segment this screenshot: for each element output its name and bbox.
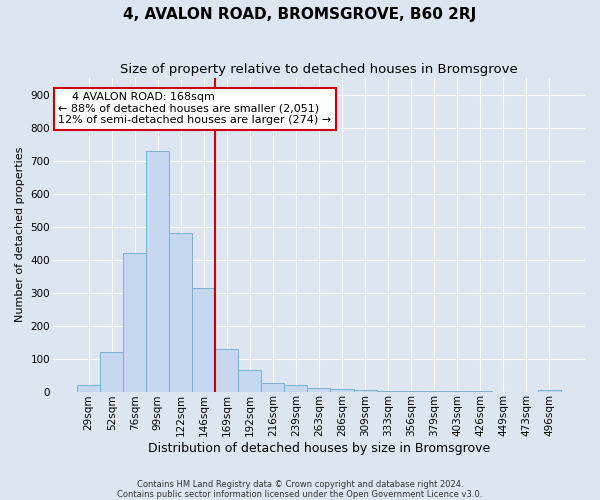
Bar [146,150,169,392]
Text: 4 AVALON ROAD: 168sqm
← 88% of detached houses are smaller (2,051)
12% of semi-d: 4 AVALON ROAD: 168sqm ← 88% of detached … [58,92,331,126]
Title: Size of property relative to detached houses in Bromsgrove: Size of property relative to detached ho… [120,62,518,76]
Text: Contains HM Land Registry data © Crown copyright and database right 2024.
Contai: Contains HM Land Registry data © Crown c… [118,480,482,499]
Bar [331,389,353,392]
Bar [215,348,238,392]
Bar [77,385,100,392]
Bar [353,390,377,392]
Bar [193,288,215,392]
Bar [284,385,307,392]
Bar [422,391,446,392]
Bar [100,352,123,392]
X-axis label: Distribution of detached houses by size in Bromsgrove: Distribution of detached houses by size … [148,442,490,455]
Text: 4, AVALON ROAD, BROMSGROVE, B60 2RJ: 4, AVALON ROAD, BROMSGROVE, B60 2RJ [124,8,476,22]
Bar [538,390,561,392]
Y-axis label: Number of detached properties: Number of detached properties [15,147,25,322]
Bar [400,390,422,392]
Bar [307,388,331,392]
Bar [238,370,262,392]
Bar [262,384,284,392]
Bar [377,390,400,392]
Bar [123,253,146,392]
Bar [169,233,193,392]
